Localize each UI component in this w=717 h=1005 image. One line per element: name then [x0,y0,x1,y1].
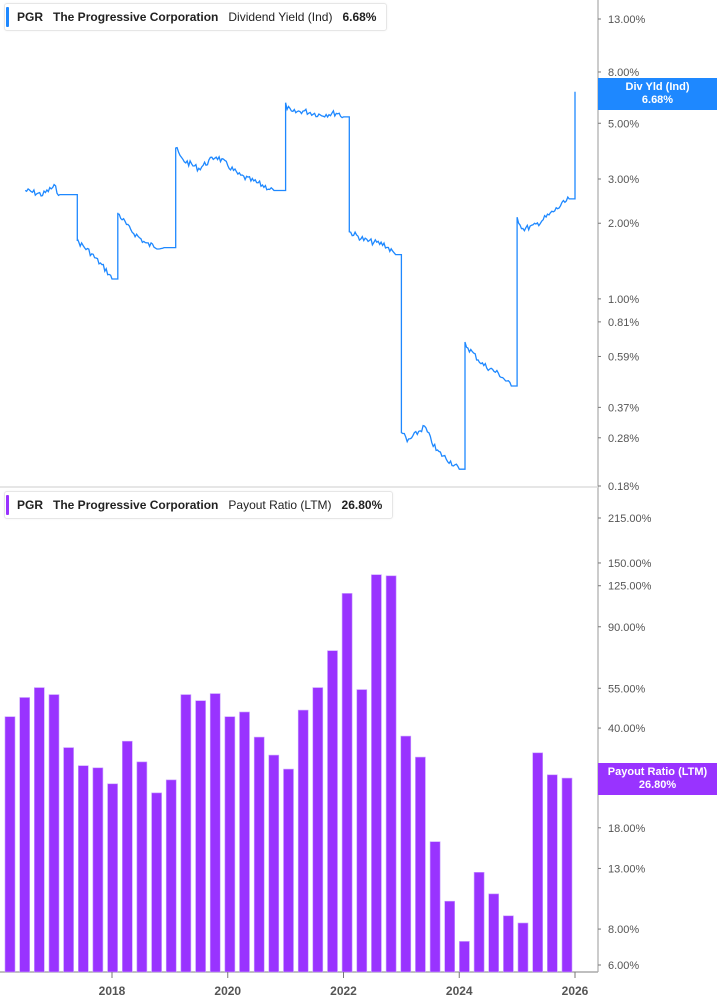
payout-ratio-legend: PGR The Progressive Corporation Payout R… [4,491,394,519]
payout-ratio-bar[interactable] [63,747,74,973]
tag-label: Payout Ratio (LTM) [607,766,708,778]
y-tick-label: 0.81% [608,317,639,329]
payout-ratio-bar[interactable] [532,752,544,973]
legend-value: 6.68% [342,10,377,24]
payout-ratio-bar[interactable] [122,740,133,973]
payout-ratio-bar[interactable] [180,694,192,973]
payout-ratio-bar[interactable] [253,736,265,973]
dividend-yield-last-value-tag: Div Yld (Ind) 6.68% [598,78,717,110]
legend-metric: Dividend Yield (Ind) [228,10,333,24]
payout-ratio-bar[interactable] [92,767,104,973]
tag-label: Div Yld (Ind) [625,81,690,93]
y-tick-label: 2.00% [608,218,639,230]
payout-ratio-bar[interactable] [473,871,485,973]
y-tick-label: 1.00% [608,294,639,306]
y-tick-label: 90.00% [608,622,646,634]
y-tick-label: 55.00% [608,683,646,695]
payout-ratio-bar[interactable] [356,689,368,973]
series-color-swatch [6,495,9,515]
y-tick-label: 0.37% [608,402,639,414]
y-tick-label: 40.00% [608,723,646,735]
y-tick-label: 125.00% [608,581,652,593]
payout-ratio-bar[interactable] [48,694,60,973]
dividend-yield-legend: PGR The Progressive Corporation Dividend… [4,3,388,31]
y-tick-label: 18.00% [608,823,646,835]
x-tick-label: 2024 [446,984,473,998]
payout-ratio-bar[interactable] [195,700,206,973]
payout-ratio-bar[interactable] [429,841,441,973]
payout-ratio-bar[interactable] [546,774,558,973]
payout-ratio-bar[interactable] [78,765,89,973]
payout-ratio-bar[interactable] [4,716,16,973]
payout-ratio-bar[interactable] [297,709,309,973]
legend-company: The Progressive Corporation [53,498,219,512]
payout-ratio-bar[interactable] [209,693,221,973]
y-tick-label: 5.00% [608,118,639,130]
payout-ratio-bar[interactable] [283,768,294,973]
payout-ratio-bar[interactable] [503,915,514,973]
payout-ratio-bar[interactable] [517,922,529,973]
tag-value: 6.68% [641,94,674,106]
payout-ratio-bar[interactable] [33,687,45,973]
payout-ratio-bar[interactable] [19,697,31,973]
dividend-yield-line[interactable] [24,91,576,470]
payout-ratio-bar[interactable] [371,574,382,973]
payout-ratio-bar[interactable] [444,900,456,973]
y-tick-label: 6.00% [608,960,639,972]
payout-ratio-bar[interactable] [459,941,470,973]
legend-ticker: PGR [17,498,44,512]
legend-ticker: PGR [17,10,44,24]
legend-company: The Progressive Corporation [53,10,219,24]
y-tick-label: 8.00% [608,67,639,79]
y-tick-label: 215.00% [608,513,652,525]
legend-metric: Payout Ratio (LTM) [228,498,332,512]
payout-ratio-bar[interactable] [400,735,412,973]
payout-ratio-bar[interactable] [268,754,280,973]
y-tick-label: 0.28% [608,433,639,445]
y-tick-label: 150.00% [608,558,652,570]
y-tick-label: 13.00% [608,14,646,26]
x-tick-label: 2020 [214,984,241,998]
y-tick-label: 0.59% [608,351,639,363]
x-tick-label: 2018 [99,984,126,998]
x-tick-label: 2026 [562,984,589,998]
payout-ratio-bar[interactable] [151,792,162,973]
payout-ratio-bar[interactable] [224,716,236,973]
payout-ratio-bar[interactable] [107,783,118,973]
payout-ratio-bar[interactable] [136,761,148,973]
payout-ratio-bar[interactable] [341,593,353,973]
payout-ratio-bar[interactable] [561,777,573,973]
y-tick-label: 8.00% [608,924,639,936]
tag-value: 26.80% [638,779,677,791]
series-color-swatch [6,7,9,27]
x-tick-label: 2022 [330,984,357,998]
payout-ratio-bar[interactable] [488,893,500,973]
payout-ratio-last-value-tag: Payout Ratio (LTM) 26.80% [598,763,717,795]
y-tick-label: 3.00% [608,174,639,186]
y-tick-label: 0.18% [608,481,639,493]
legend-value: 26.80% [341,498,383,512]
payout-ratio-bar[interactable] [327,650,338,973]
payout-ratio-bar[interactable] [165,779,177,973]
payout-ratio-bar[interactable] [415,756,426,973]
y-tick-label: 13.00% [608,863,646,875]
payout-ratio-bar[interactable] [239,711,250,973]
payout-ratio-bar[interactable] [385,575,397,973]
payout-ratio-bar[interactable] [312,687,324,973]
